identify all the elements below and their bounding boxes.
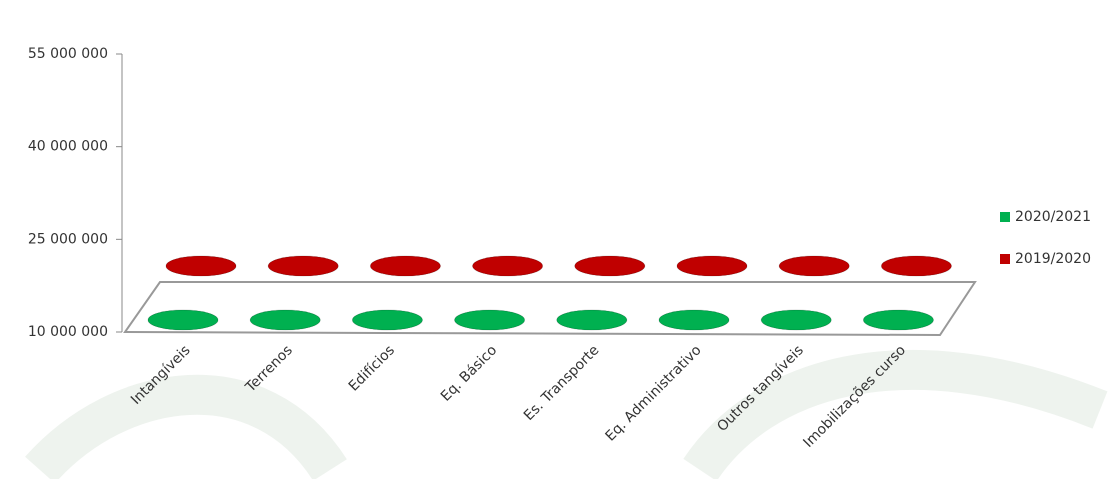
y-tick-label: 10 000 000 xyxy=(28,324,108,340)
x-tick-label: Eq. Administrativo xyxy=(602,342,704,444)
bar xyxy=(862,309,934,331)
bar xyxy=(351,309,423,331)
floor xyxy=(123,281,977,337)
bar xyxy=(165,255,237,277)
y-tick-label: 40 000 000 xyxy=(28,139,108,155)
x-tick-label: Eq. Básico xyxy=(438,342,500,404)
bar xyxy=(267,255,339,277)
bar xyxy=(760,309,832,331)
legend-label: 2019/2020 xyxy=(1015,251,1091,267)
bar xyxy=(658,309,730,331)
bar xyxy=(249,309,321,331)
bar xyxy=(369,255,441,277)
x-tick-label: Terrenos xyxy=(242,342,296,396)
legend-label: 2020/2021 xyxy=(1015,209,1091,225)
bar xyxy=(147,309,219,331)
y-tick-label: 55 000 000 xyxy=(28,46,108,62)
bar xyxy=(880,255,952,277)
x-tick-label: Edifícios xyxy=(346,342,398,394)
bar xyxy=(556,309,628,331)
y-tick-label: 25 000 000 xyxy=(28,231,108,247)
bar xyxy=(454,309,526,331)
bar xyxy=(778,255,850,277)
watermark xyxy=(25,349,1108,483)
legend-swatch xyxy=(1000,212,1010,222)
bar xyxy=(472,255,544,277)
legend-swatch xyxy=(1000,254,1010,264)
bar xyxy=(574,255,646,277)
bar xyxy=(676,255,748,277)
x-tick-label: Es. Transporte xyxy=(521,342,603,424)
